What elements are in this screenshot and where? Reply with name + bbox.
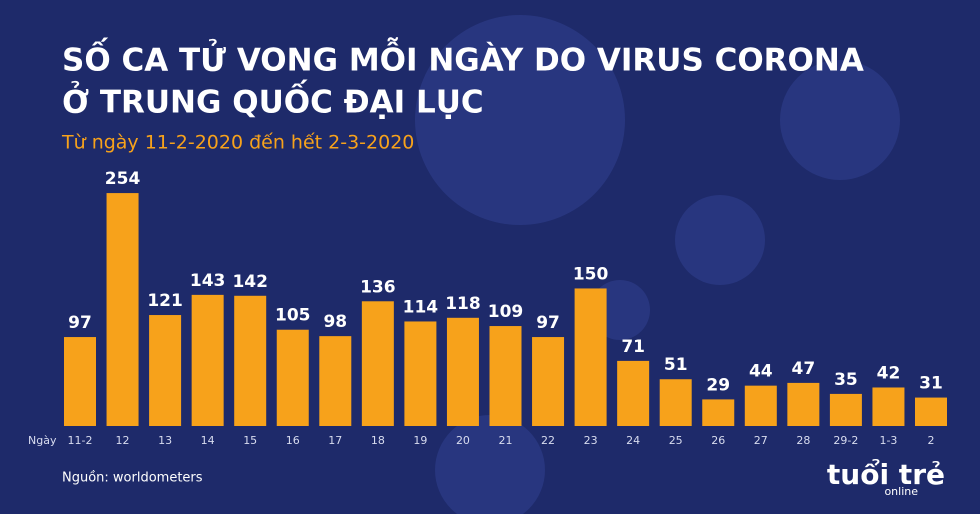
bar xyxy=(574,288,607,426)
x-tick-label: 20 xyxy=(456,434,470,447)
bar xyxy=(446,317,479,426)
data-label: 44 xyxy=(749,362,773,382)
x-tick-label: 2 xyxy=(928,434,935,447)
chart-title: SỐ CA TỬ VONG MỖI NGÀY DO VIRUS CORONA xyxy=(62,38,864,79)
data-label: 150 xyxy=(573,264,609,284)
data-label: 35 xyxy=(834,370,858,390)
decoration xyxy=(415,15,900,514)
x-tick-label: 13 xyxy=(158,434,172,447)
data-label: 118 xyxy=(445,294,481,314)
data-label: 254 xyxy=(105,169,141,189)
bar xyxy=(659,379,692,426)
chart-title: Ở TRUNG QUỐC ĐẠI LỤC xyxy=(62,80,484,121)
logo-sub: online xyxy=(884,485,918,498)
bar xyxy=(702,399,735,426)
data-label: 97 xyxy=(68,313,92,333)
x-tick-label: 29-2 xyxy=(833,434,858,447)
x-tick-label: 11-2 xyxy=(68,434,93,447)
x-tick-label: 28 xyxy=(796,434,810,447)
source: Nguồn: worldometers xyxy=(62,471,203,486)
data-label: 114 xyxy=(403,297,439,317)
bar xyxy=(149,315,182,426)
bar xyxy=(617,360,650,426)
x-tick-label: 17 xyxy=(328,434,342,447)
bar xyxy=(234,295,267,426)
x-tick-label: 25 xyxy=(669,434,683,447)
bar xyxy=(276,329,309,426)
data-label: 109 xyxy=(488,302,524,322)
bar xyxy=(361,301,394,426)
x-tick-label: 12 xyxy=(116,434,130,447)
data-label: 47 xyxy=(792,359,816,379)
bar xyxy=(872,387,905,426)
data-label: 42 xyxy=(877,363,901,383)
x-tick-label: 27 xyxy=(754,434,768,447)
x-tick-label: 15 xyxy=(243,434,257,447)
data-label: 31 xyxy=(919,374,943,394)
bar xyxy=(64,337,96,426)
data-label: 105 xyxy=(275,306,311,326)
chart-subtitle: Từ ngày 11-2-2020 đến hết 2-3-2020 xyxy=(61,132,414,154)
x-tick-label: 23 xyxy=(584,434,598,447)
data-label: 71 xyxy=(621,337,645,357)
data-label: 136 xyxy=(360,277,396,297)
x-tick-label: 26 xyxy=(711,434,725,447)
bar xyxy=(404,321,437,426)
bar xyxy=(191,294,224,426)
data-label: 51 xyxy=(664,355,688,375)
data-label: 98 xyxy=(323,312,347,332)
bar xyxy=(532,337,565,426)
bar xyxy=(787,382,820,426)
bar xyxy=(915,397,947,426)
x-tick-label: 21 xyxy=(499,434,513,447)
x-axis-label: Ngày xyxy=(28,434,57,447)
data-label: 143 xyxy=(190,271,226,291)
x-tick-label: 1-3 xyxy=(879,434,897,447)
bar xyxy=(319,336,352,426)
data-label: 97 xyxy=(536,313,560,333)
x-tick-label: 18 xyxy=(371,434,385,447)
x-tick-label: 16 xyxy=(286,434,300,447)
x-tick-label: 22 xyxy=(541,434,555,447)
logo: tuổi trẻ xyxy=(827,457,945,491)
bar xyxy=(489,326,522,426)
bar xyxy=(106,193,139,426)
x-tick-label: 14 xyxy=(201,434,215,447)
data-label: 142 xyxy=(232,272,268,292)
x-tick-label: 24 xyxy=(626,434,640,447)
bar xyxy=(744,385,777,426)
x-tick-label: 19 xyxy=(413,434,427,447)
data-label: 29 xyxy=(706,375,730,395)
bar xyxy=(829,393,862,426)
data-label: 121 xyxy=(147,291,183,311)
